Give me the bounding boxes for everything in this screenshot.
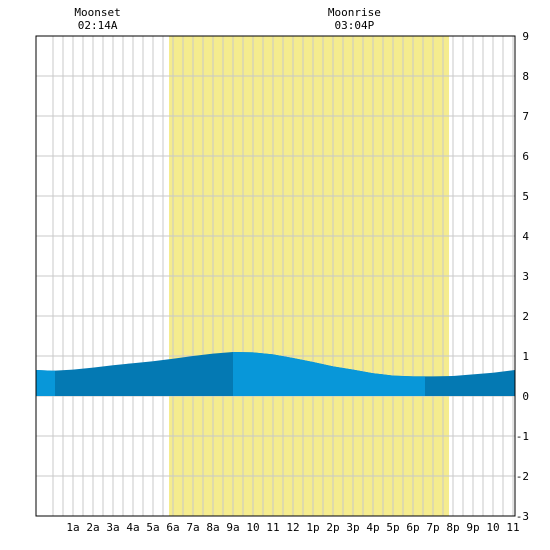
y-tick-label: 7: [522, 110, 529, 123]
moon-event-time: 02:14A: [78, 19, 118, 32]
x-tick-label: 2p: [326, 521, 339, 534]
y-tick-label: 4: [522, 230, 529, 243]
x-tick-label: 4a: [126, 521, 139, 534]
y-tick-label: -2: [516, 470, 529, 483]
x-tick-label: 10: [246, 521, 259, 534]
x-tick-label: 3p: [346, 521, 359, 534]
y-tick-label: 3: [522, 270, 529, 283]
x-tick-label: 12: [286, 521, 299, 534]
moon-event-label: Moonset: [74, 6, 120, 19]
y-tick-label: 9: [522, 30, 529, 43]
y-tick-labels: 9 8 7 6 5 4 3 2 1 0 -1 -2 -3: [516, 30, 530, 523]
x-tick-label: 8a: [206, 521, 219, 534]
plot-border: [35, 35, 516, 517]
x-tick-label: 6a: [166, 521, 179, 534]
x-tick-label: 3a: [106, 521, 119, 534]
x-tick-label: 4p: [366, 521, 379, 534]
y-tick-label: 6: [522, 150, 529, 163]
y-tick-label: 0: [522, 390, 529, 403]
x-tick-label: 11: [506, 521, 519, 534]
grid-layer: [36, 35, 515, 517]
y-tick-label: 1: [522, 350, 529, 363]
x-tick-label: 7a: [186, 521, 199, 534]
x-tick-label: 1a: [66, 521, 79, 534]
x-tick-label: 2a: [86, 521, 99, 534]
x-tick-label: 8p: [446, 521, 459, 534]
x-tick-label: 9a: [226, 521, 239, 534]
y-tick-label: 2: [522, 310, 529, 323]
x-tick-label: 7p: [426, 521, 439, 534]
x-tick-label: 1p: [306, 521, 319, 534]
x-tick-label: 5a: [146, 521, 159, 534]
moon-event-label: Moonrise: [328, 6, 381, 19]
x-tick-label: 11: [266, 521, 279, 534]
y-tick-label: 8: [522, 70, 529, 83]
y-tick-label: -1: [516, 430, 529, 443]
y-tick-label: 5: [522, 190, 529, 203]
x-tick-labels: 1a 2a 3a 4a 5a 6a 7a 8a 9a 10 11 12 1p 2p 3p 4p 5p 6p 7p 8p…: [66, 521, 519, 534]
x-tick-label: 10: [486, 521, 499, 534]
y-tick-label: -3: [516, 510, 529, 523]
x-tick-label: 5p: [386, 521, 399, 534]
x-tick-label: 6p: [406, 521, 419, 534]
x-tick-label: 9p: [466, 521, 479, 534]
moon-event-time: 03:04P: [335, 19, 375, 32]
